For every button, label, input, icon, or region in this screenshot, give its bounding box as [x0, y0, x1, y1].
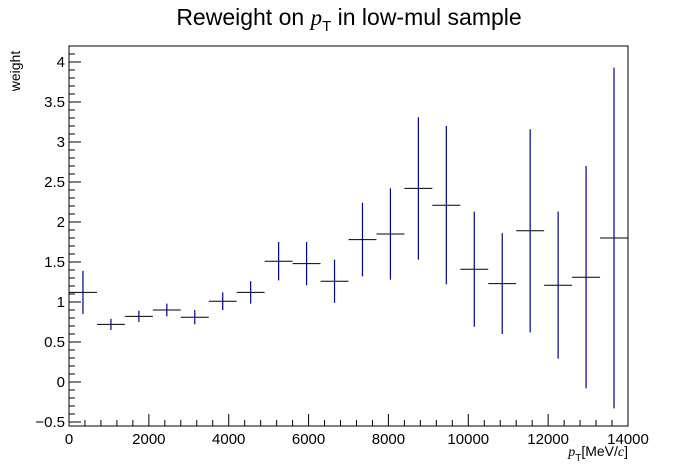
x-tick-label: 2000: [132, 431, 165, 448]
data-point: [124, 310, 153, 322]
y-axis-ticks: [69, 45, 81, 423]
x-tick-label: 8000: [372, 431, 405, 448]
x-label-symbol: p: [567, 445, 575, 460]
y-tick-label: 2.5: [44, 174, 65, 191]
x-label-unit-close: ]: [624, 443, 628, 459]
data-point: [544, 211, 573, 359]
x-axis-ticks: [68, 414, 629, 426]
data-point: [180, 310, 209, 325]
data-point: [264, 242, 293, 281]
y-tick-label: 0: [57, 374, 65, 391]
data-point: [600, 67, 628, 409]
x-tick-label: 10000: [447, 431, 489, 448]
data-point: [460, 211, 489, 327]
chart-title: Reweight on pT in low-mul sample: [176, 4, 521, 35]
x-tick-label: 6000: [292, 431, 325, 448]
y-tick-label: −0.5: [35, 414, 65, 431]
x-axis-label: pT[MeV/c]: [567, 443, 628, 464]
title-var-symbol: p: [309, 5, 323, 30]
data-point: [236, 281, 265, 304]
x-label-unit-open: [MeV/: [581, 443, 618, 459]
data-points: [69, 67, 628, 409]
data-point: [152, 303, 181, 317]
title-suffix: in low-mul sample: [331, 4, 521, 30]
y-tick-label: 3.5: [44, 94, 65, 111]
y-axis-label: weight: [7, 51, 23, 93]
y-tick-label: 1: [57, 294, 65, 311]
data-point: [572, 166, 601, 389]
data-point: [208, 292, 237, 310]
y-tick-label: 1.5: [44, 254, 65, 271]
x-tick-label: 0: [65, 431, 73, 448]
data-point: [404, 117, 433, 260]
x-label-unit-c: c: [618, 445, 625, 460]
data-point: [348, 202, 377, 277]
data-point: [376, 188, 405, 280]
data-point: [488, 233, 517, 334]
data-point: [432, 126, 461, 285]
title-var-subscript: T: [322, 18, 331, 35]
data-point: [292, 242, 321, 286]
y-tick-label: 2: [57, 214, 65, 231]
data-point: [69, 270, 97, 314]
x-tick-label: 12000: [527, 431, 569, 448]
x-tick-label: 14000: [607, 431, 649, 448]
data-point: [96, 318, 125, 330]
title-prefix: Reweight on: [176, 4, 310, 30]
data-point: [320, 259, 349, 303]
plot-frame: [68, 45, 629, 427]
y-axis-tick-labels: −0.5 0 0.5 1 1.5 2 2.5 3 3.5 4: [35, 54, 65, 431]
x-axis-tick-labels: 0 2000 4000 6000 8000 10000 12000 14000: [65, 431, 649, 448]
y-tick-label: 4: [57, 54, 65, 71]
y-tick-label: 0.5: [44, 334, 65, 351]
y-tick-label: 3: [57, 134, 65, 151]
x-tick-label: 4000: [212, 431, 245, 448]
data-point: [516, 129, 545, 333]
x-label-subscript: T: [575, 453, 581, 464]
